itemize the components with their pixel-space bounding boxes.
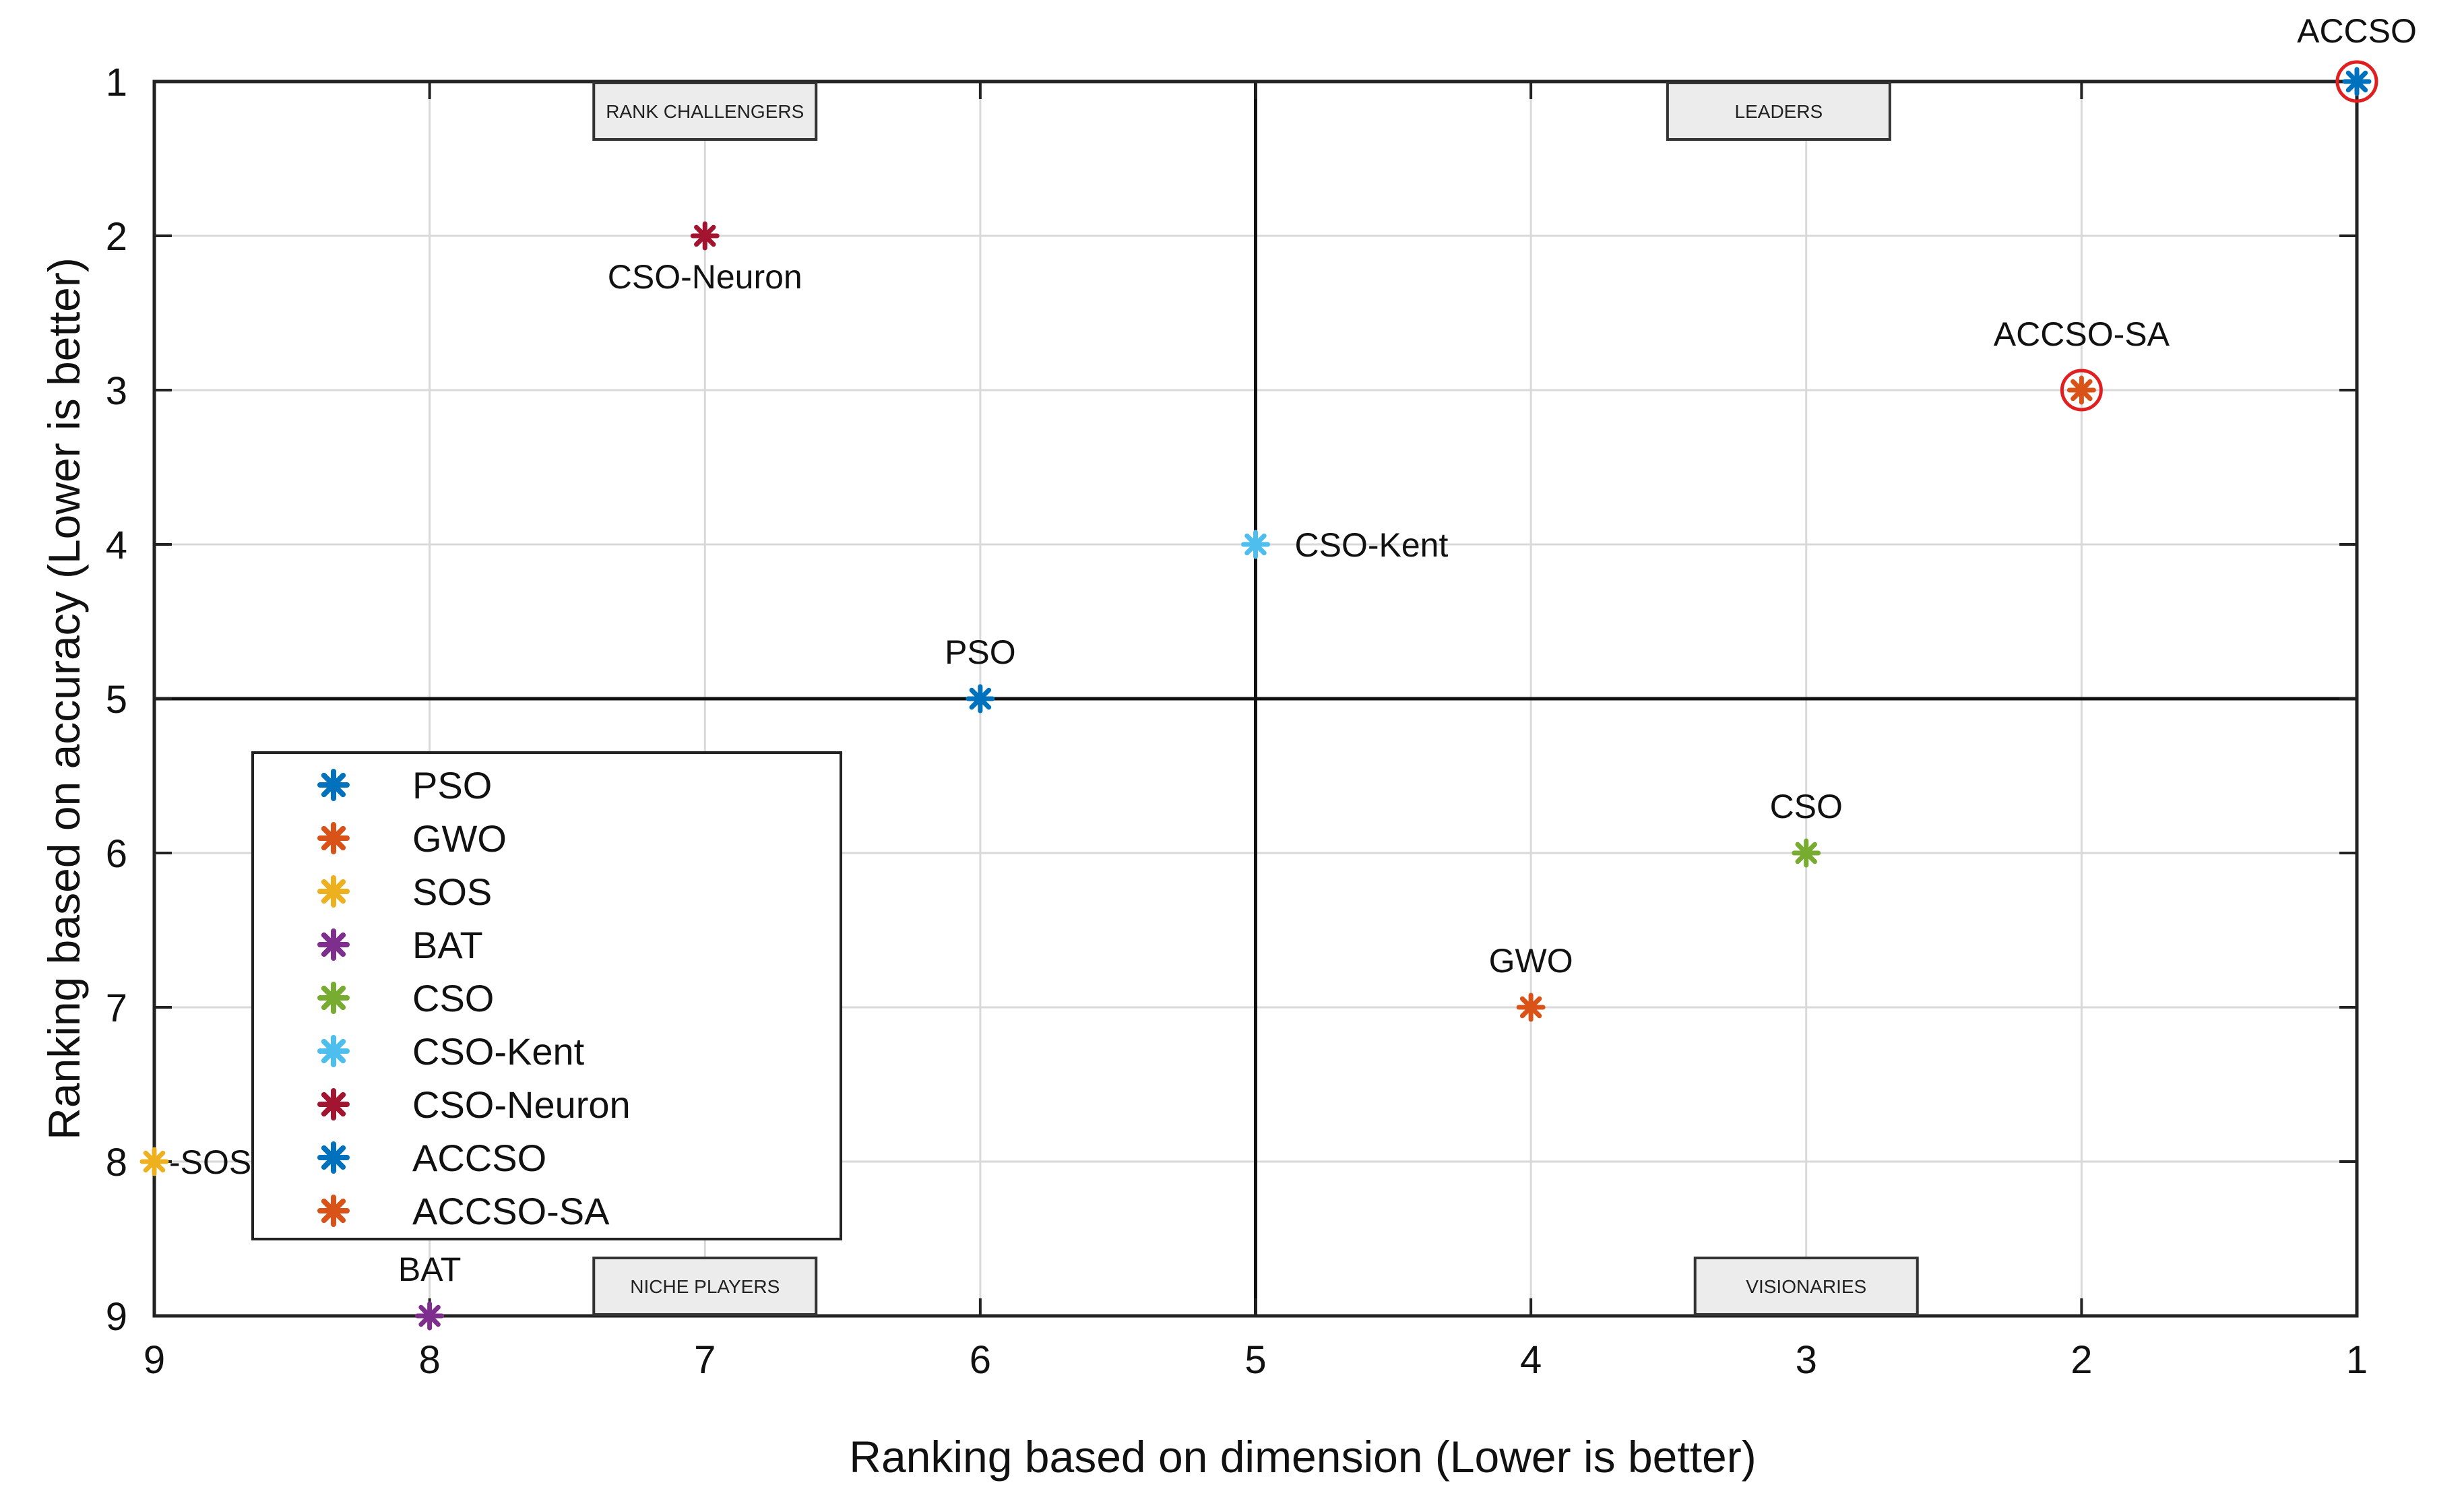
- y-tick-label-5: 5: [106, 678, 127, 722]
- legend-entry-accso: ACCSO: [317, 1137, 546, 1179]
- legend-label: ACCSO-SA: [412, 1190, 610, 1232]
- legend-label: ACCSO: [412, 1137, 546, 1179]
- legend-marker: [317, 982, 350, 1014]
- x-tick-label-6: 6: [970, 1338, 991, 1382]
- legend-entry-sos: SOS: [317, 871, 492, 913]
- quadrant-rank-challengers: RANK CHALLENGERS: [592, 82, 818, 141]
- quadrant-label: VISIONARIES: [1746, 1276, 1866, 1297]
- legend-entry-bat: BAT: [317, 924, 483, 966]
- legend-marker: [317, 875, 350, 908]
- quadrant-label: LEADERS: [1735, 101, 1823, 122]
- asterisk-marker: [1516, 992, 1546, 1022]
- quadrant-visionaries: VISIONARIES: [1693, 1257, 1919, 1316]
- point-label: CSO-Kent: [1295, 526, 1449, 564]
- point-accso-sa: ACCSO-SA: [1994, 315, 2170, 412]
- asterisk-marker: [415, 1301, 445, 1331]
- legend-marker: [317, 928, 350, 961]
- point-label: ACCSO: [2297, 12, 2417, 50]
- x-tick-label-8: 8: [418, 1338, 440, 1382]
- point-bat: BAT: [398, 1251, 462, 1331]
- legend-box: [251, 751, 842, 1240]
- legend-label: BAT: [412, 924, 483, 966]
- legend-entry-cso-neuron: CSO-Neuron: [317, 1083, 631, 1126]
- point-label: ACCSO-SA: [1994, 315, 2170, 353]
- point-cso: CSO: [1770, 788, 1843, 868]
- x-tick-label-7: 7: [694, 1338, 716, 1382]
- quadrant-box: [592, 82, 818, 141]
- y-tick-label-4: 4: [106, 524, 127, 567]
- asterisk-marker: [139, 1147, 169, 1176]
- legend-label: PSO: [412, 764, 492, 807]
- legend-label: GWO: [412, 817, 507, 860]
- point-cso-neuron: CSO-Neuron: [608, 221, 802, 296]
- legend-marker: [317, 769, 350, 801]
- legend: PSO GWO SOS BAT CSO CSO-Kent CSO-Neuron ACCSO AC…: [251, 751, 842, 1240]
- y-tick-label-8: 8: [106, 1141, 127, 1184]
- legend-marker: [317, 1195, 350, 1227]
- point-cso-kent: CSO-Kent: [1241, 526, 1449, 564]
- legend-label: CSO-Kent: [412, 1030, 585, 1073]
- y-tick-label-2: 2: [106, 215, 127, 259]
- asterisk-marker: [2342, 67, 2372, 96]
- x-tick-label-4: 4: [1520, 1338, 1542, 1382]
- legend-marker: [317, 1035, 350, 1067]
- point-label: PSO: [945, 633, 1016, 671]
- legend-entry-gwo: GWO: [317, 817, 507, 860]
- asterisk-marker: [966, 684, 995, 714]
- quadrant-labels: RANK CHALLENGERS LEADERS NICHE PLAYERS VISI…: [592, 82, 1919, 1316]
- y-tick-label-9: 9: [106, 1295, 127, 1339]
- legend-marker: [317, 822, 350, 854]
- quadrant-label: NICHE PLAYERS: [630, 1276, 780, 1297]
- quadrant-box: [1666, 82, 1891, 141]
- legend-entry-cso-kent: CSO-Kent: [317, 1030, 585, 1073]
- x-axis-label: Ranking based on dimension (Lower is bet…: [849, 1432, 1756, 1482]
- highlight-circle: [2060, 369, 2103, 412]
- quadrant-leaders: LEADERS: [1666, 82, 1891, 141]
- legend-entry-pso: PSO: [317, 764, 492, 807]
- asterisk-marker: [1241, 530, 1270, 559]
- legend-marker: [317, 1088, 350, 1120]
- asterisk-marker: [690, 221, 720, 251]
- legend-entry-cso: CSO: [317, 977, 494, 1019]
- point-accso: ACCSO: [2297, 12, 2417, 103]
- y-tick-label-6: 6: [106, 832, 127, 876]
- y-axis-label: Ranking based on accuracy (Lower is bett…: [39, 257, 89, 1140]
- point-label: GWO: [1489, 942, 1573, 980]
- point-label: CSO: [1770, 788, 1843, 825]
- asterisk-marker: [1792, 838, 1821, 868]
- point-label: CSO-Neuron: [608, 258, 802, 296]
- quadrant-dividers: [154, 82, 2357, 1316]
- point-gwo: GWO: [1489, 942, 1573, 1022]
- x-tick-label-9: 9: [144, 1338, 165, 1382]
- quadrant-box: [1693, 1257, 1919, 1316]
- x-tick-label-1: 1: [2346, 1338, 2368, 1382]
- legend-label: SOS: [412, 871, 492, 913]
- point-pso: PSO: [945, 633, 1016, 714]
- highlight-circle: [2335, 60, 2378, 103]
- y-tick-label-3: 3: [106, 369, 127, 413]
- data-points: PSO GWO -SOS BAT CSO CSO-Kent CSO-Neuron ACCSO A…: [139, 12, 2417, 1331]
- legend-label: CSO: [412, 977, 494, 1019]
- point-sos: -SOS: [139, 1143, 251, 1181]
- y-tick-label-1: 1: [106, 61, 127, 104]
- x-tick-label-3: 3: [1796, 1338, 1817, 1382]
- tick-layer: 9 8 7 6 5 4 3 2 1 1 2 3 4 5 6 7 8 9: [106, 61, 2368, 1382]
- point-label: BAT: [398, 1251, 462, 1288]
- legend-entry-accso-sa: ACCSO-SA: [317, 1190, 610, 1232]
- quadrant-niche-players: NICHE PLAYERS: [592, 1257, 818, 1316]
- quadrant-box: [592, 1257, 818, 1316]
- x-tick-label-2: 2: [2071, 1338, 2092, 1382]
- legend-label: CSO-Neuron: [412, 1083, 631, 1126]
- x-tick-label-5: 5: [1244, 1338, 1266, 1382]
- y-tick-label-7: 7: [106, 986, 127, 1030]
- asterisk-marker: [2066, 375, 2096, 405]
- quadrant-label: RANK CHALLENGERS: [606, 101, 804, 122]
- legend-marker: [317, 1141, 350, 1174]
- point-label: -SOS: [169, 1143, 251, 1181]
